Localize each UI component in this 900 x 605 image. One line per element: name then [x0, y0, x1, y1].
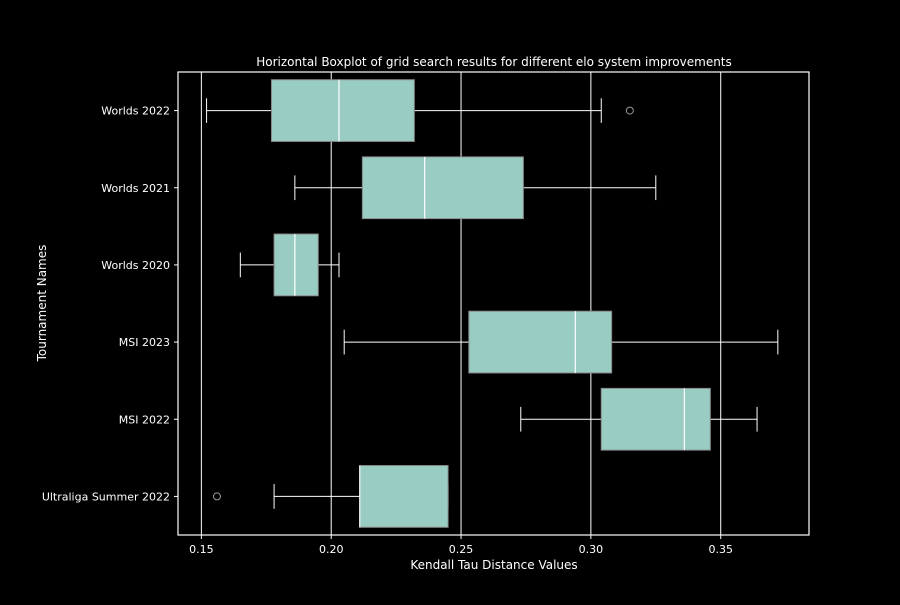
iqr-box — [273, 233, 319, 297]
iqr-box — [270, 79, 415, 142]
iqr-box — [359, 465, 449, 528]
iqr-box — [361, 156, 524, 220]
x-tick-label: 0.30 — [579, 543, 604, 556]
plot-frame — [177, 71, 810, 536]
x-tick-label: 0.20 — [319, 543, 344, 556]
y-tick-label: Worlds 2022 — [101, 105, 170, 118]
ticks-layer: 0.15 0.20 0.25 0.30 0.35 Worlds 2022 Worlds 20… — [42, 105, 733, 556]
grid-layer — [200, 72, 722, 535]
chart-title: Horizontal Boxplot of grid search result… — [256, 55, 732, 69]
y-tick-label: MSI 2022 — [119, 413, 170, 426]
x-tick-label: 0.25 — [449, 543, 474, 556]
y-tick-label: Worlds 2020 — [101, 259, 170, 272]
y-tick-label: Worlds 2021 — [101, 182, 170, 195]
x-axis-label: Kendall Tau Distance Values — [410, 558, 577, 572]
box-group — [343, 310, 779, 374]
iqr-box — [600, 387, 711, 451]
y-axis-label: Tournament Names — [35, 245, 49, 363]
box-group — [206, 79, 634, 142]
outlier-point — [212, 492, 221, 501]
box-group — [520, 387, 758, 451]
iqr-box — [468, 310, 613, 374]
x-tick-label: 0.15 — [189, 543, 214, 556]
y-tick-label: MSI 2023 — [119, 336, 170, 349]
boxes-layer — [206, 79, 779, 528]
outlier-point — [625, 106, 634, 115]
x-tick-label: 0.35 — [708, 543, 733, 556]
box-group — [212, 465, 449, 528]
box-group — [239, 233, 340, 297]
box-group — [294, 156, 657, 220]
y-tick-label: Ultraliga Summer 2022 — [42, 490, 170, 503]
